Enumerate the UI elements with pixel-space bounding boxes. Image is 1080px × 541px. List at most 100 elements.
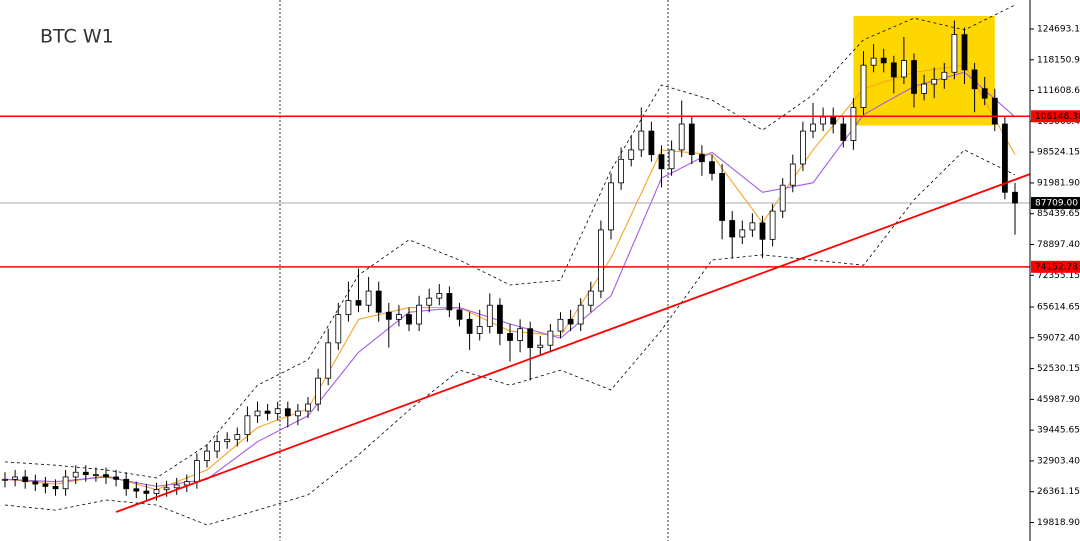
candle-body — [335, 314, 342, 344]
y-tick-label: 52530.15 — [1037, 364, 1080, 374]
candle-body — [325, 342, 332, 379]
candle-body — [658, 154, 665, 170]
candle-body — [820, 116, 826, 125]
candle-body — [496, 304, 503, 334]
candle-body — [193, 460, 200, 483]
candle-body — [719, 173, 725, 221]
candle-body — [598, 229, 604, 292]
candle-body — [113, 476, 119, 480]
candle-body — [941, 71, 948, 80]
candle-body — [93, 474, 99, 477]
candle-body — [527, 328, 534, 348]
candle-body — [345, 300, 352, 316]
price-tag — [1031, 110, 1080, 123]
y-tick-label: 118150.90 — [1037, 55, 1080, 65]
candle-body — [234, 434, 241, 440]
candle-body — [224, 438, 231, 443]
price-tag-label: 106148.38 — [1035, 112, 1080, 122]
price-tag — [1031, 197, 1080, 210]
candle-body — [638, 130, 645, 151]
candle-body — [426, 297, 433, 306]
y-tick-label: 85439.65 — [1037, 209, 1080, 219]
candle-body — [294, 410, 301, 417]
candle-body — [416, 304, 423, 325]
candle-body — [406, 314, 412, 325]
y-tick-label: 91981.90 — [1037, 178, 1080, 188]
candle-body — [709, 161, 715, 174]
candle-body — [12, 476, 19, 480]
candle-body — [870, 57, 877, 66]
y-tick-label: 59072.40 — [1037, 333, 1080, 343]
candle-body — [901, 60, 907, 78]
candle-body — [800, 130, 806, 165]
candle-body — [395, 314, 402, 320]
candle-body — [517, 328, 523, 341]
candle-body — [678, 123, 685, 151]
candle-body — [699, 154, 705, 163]
candle-body — [204, 450, 210, 461]
candle-body — [153, 489, 160, 494]
candle-body — [729, 220, 736, 238]
candle-body — [860, 64, 867, 108]
candle-body — [668, 149, 675, 170]
candle-body — [648, 130, 655, 156]
candle-body — [971, 69, 978, 90]
candle-body — [830, 116, 837, 125]
candle-body — [2, 478, 8, 481]
candle-body — [810, 123, 816, 132]
candle-body — [355, 300, 362, 306]
price-tag-label: 74152.78 — [1035, 262, 1078, 272]
candle-body — [32, 481, 39, 485]
candle-body — [921, 83, 927, 94]
y-tick-label: 32903.40 — [1037, 456, 1080, 466]
candle-body — [911, 60, 917, 94]
candle-body — [1012, 191, 1018, 204]
candle-body — [850, 107, 857, 141]
candle-body — [486, 304, 493, 327]
candle-body — [103, 474, 109, 478]
candle-body — [759, 222, 766, 240]
candle-body — [587, 290, 594, 306]
y-tick-label: 98524.15 — [1037, 148, 1080, 158]
candle-body — [476, 325, 483, 334]
candle-body — [547, 330, 554, 346]
candle-body — [305, 403, 311, 412]
candle-body — [961, 34, 968, 71]
candle-body — [254, 410, 261, 417]
candle-body — [274, 408, 281, 414]
candle-body — [789, 163, 796, 186]
candle-body — [608, 182, 614, 231]
candle-body — [244, 415, 251, 436]
candle-body — [567, 318, 574, 325]
candle-body — [456, 309, 463, 320]
candle-body — [537, 344, 544, 348]
candle-body — [1002, 123, 1008, 193]
candle-body — [375, 290, 382, 313]
candle-body — [143, 490, 150, 494]
candle-body — [890, 62, 897, 78]
candle-body — [72, 471, 79, 478]
price-tag-label: 87709.00 — [1035, 199, 1078, 209]
candle-body — [749, 222, 756, 231]
y-tick-label: 124693.15 — [1037, 25, 1080, 35]
candle-body — [981, 88, 988, 99]
chart-title: BTC W1 — [40, 26, 114, 48]
y-tick-label: 111608.65 — [1037, 86, 1080, 96]
candle-body — [769, 210, 776, 240]
trendline — [115, 173, 1031, 513]
candle-body — [264, 410, 271, 414]
indicator-line — [4, 4, 1016, 479]
price-tag — [1031, 260, 1080, 273]
candle-body — [133, 488, 140, 492]
candle-body — [163, 487, 170, 491]
candle-body — [284, 408, 291, 417]
candle-body — [365, 290, 372, 306]
candle-body — [82, 471, 89, 476]
candle-body — [22, 476, 29, 483]
candle-body — [991, 97, 998, 125]
candle-body — [618, 158, 624, 184]
y-tick-label: 39445.65 — [1037, 426, 1080, 436]
y-tick-label: 26361.15 — [1037, 487, 1080, 497]
candle-body — [385, 311, 392, 320]
